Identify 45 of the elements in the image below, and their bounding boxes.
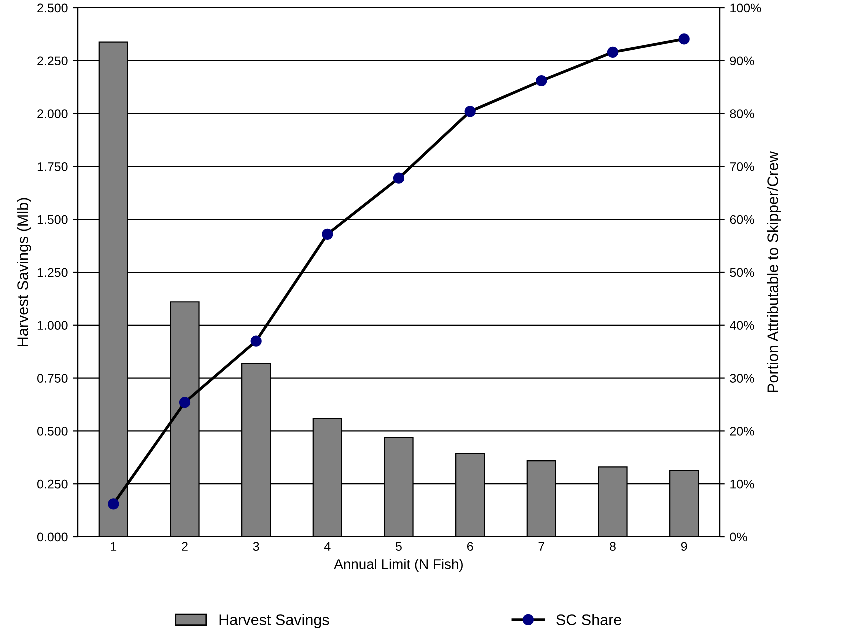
y2-tick-label: 70% (730, 162, 754, 172)
legend-label: Harvest Savings (220, 614, 330, 628)
y-tick-label: 0.500 (37, 427, 68, 436)
y2-tick-label: 40% (730, 321, 754, 330)
x-tick-label: 4 (324, 542, 331, 551)
x-tick-label: 7 (538, 542, 545, 551)
y2-tick-label: 60% (730, 215, 754, 224)
point (108, 498, 120, 510)
point (607, 46, 619, 58)
y-axis-title: Harvest Savings (Mlb) (17, 198, 32, 346)
y-tick-label: 1.750 (38, 162, 68, 172)
y2-tick-label: 0% (730, 532, 748, 542)
x-tick-label: 2 (182, 542, 188, 551)
y-tick-label: 0.000 (37, 532, 68, 542)
y2-tick-label: 30% (730, 374, 754, 383)
point (322, 228, 334, 240)
x-tick-label: 6 (467, 542, 474, 552)
legend-label: SC Share (556, 614, 622, 626)
y2-tick-label: 80% (730, 110, 754, 118)
y2-tick-label: 10% (730, 480, 754, 489)
y-tick-label: 2.250 (38, 56, 68, 66)
y-tick-label: 1.000 (38, 321, 68, 330)
point (179, 397, 191, 408)
point (464, 106, 476, 118)
point (250, 336, 262, 347)
y-tick-label: 0.250 (37, 480, 68, 489)
y2-tick-label: 100% (730, 4, 762, 13)
x-tick-label: 8 (610, 542, 616, 552)
point (536, 75, 548, 87)
x-tick-label: 3 (253, 542, 260, 552)
y2-tick-label: 20% (730, 427, 754, 436)
y-tick-label: 0.750 (37, 374, 68, 383)
x-tick-label: 1 (111, 542, 117, 551)
y-tick-label: 2.500 (38, 4, 68, 13)
x-tick-label: 5 (396, 542, 402, 552)
point (393, 172, 405, 184)
point (678, 34, 690, 45)
x-tick-label: 9 (681, 542, 688, 552)
x-axis-title: Annual Limit (N Fish) (334, 559, 463, 572)
y-tick-label: 1.250 (38, 268, 68, 278)
y2-tick-label: 90% (730, 56, 754, 66)
y-tick-label: 2.000 (38, 110, 68, 118)
y2-axis-title: Portion Attributable to Skipper/Crew (767, 151, 782, 392)
y2-tick-label: 50% (730, 268, 754, 278)
y-tick-label: 1.500 (38, 215, 68, 224)
